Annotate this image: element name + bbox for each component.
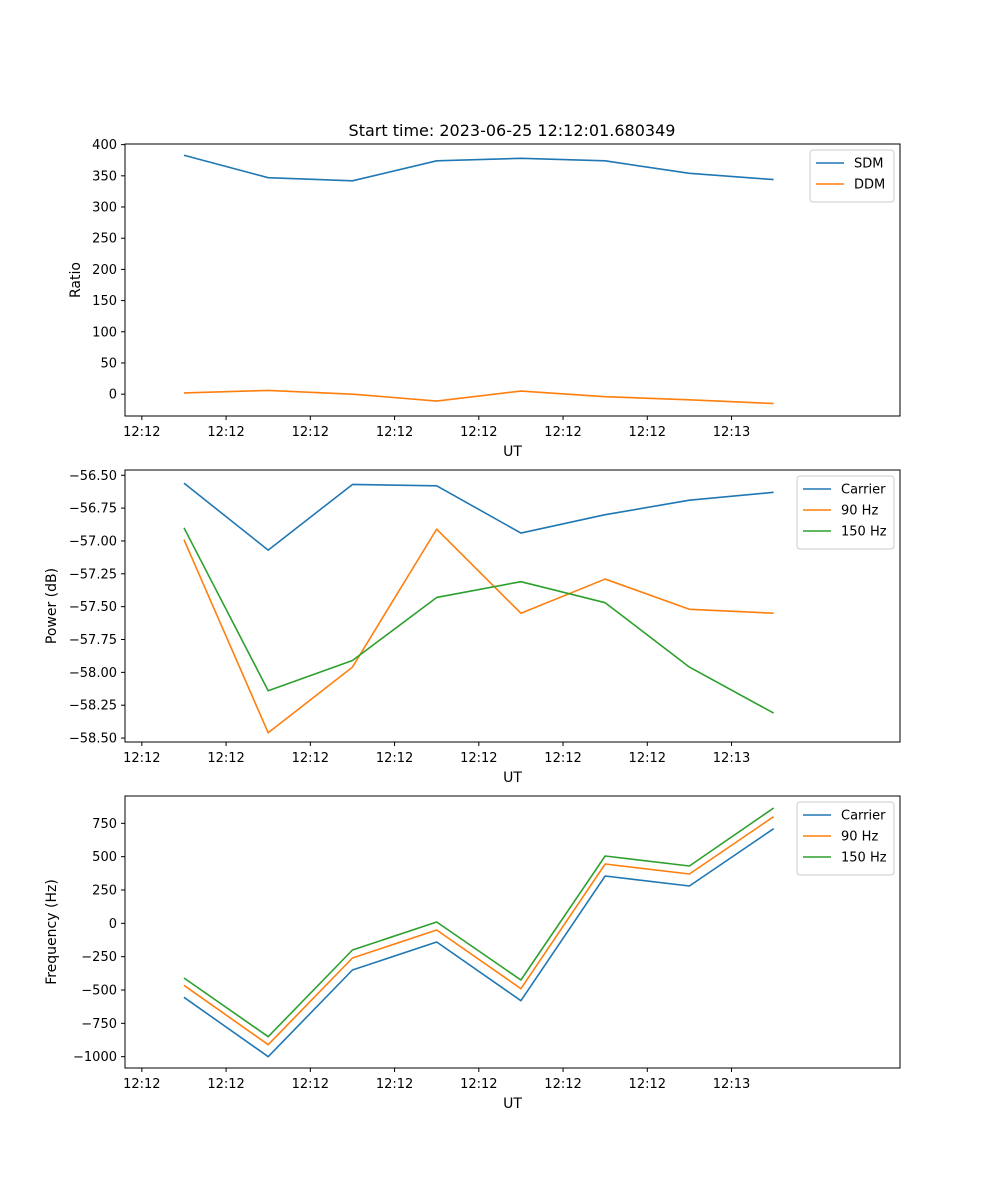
legend-label: Carrier [841, 809, 886, 824]
legend: Carrier 90 Hz 150 Hz [796, 801, 895, 876]
y-axis-label: Frequency (Hz) [44, 879, 60, 985]
legend-label: 150 Hz [841, 851, 887, 866]
y-tick-label: 500 [92, 850, 117, 865]
x-tick-label: 12:12 [376, 1077, 413, 1092]
x-tick-label: 12:12 [629, 425, 666, 440]
y-tick-label: −250 [81, 950, 117, 965]
y-tick-label: 200 [92, 263, 117, 278]
y-tick-label: −58.00 [69, 666, 117, 681]
y-axis-label: Ratio [68, 262, 84, 298]
x-tick-label: 12:12 [544, 425, 581, 440]
x-tick-label: 12:12 [629, 1077, 666, 1092]
y-tick-label: 50 [100, 356, 117, 371]
y-tick-label: −57.00 [69, 534, 117, 549]
x-tick-label: 12:12 [292, 1077, 329, 1092]
x-axis-label: UT [503, 770, 522, 786]
series-line-90-hz [183, 816, 775, 1046]
y-tick-label: 250 [92, 232, 117, 247]
x-tick-label: 12:13 [713, 751, 750, 766]
y-tick-label: 350 [92, 169, 117, 184]
plot-frame [124, 469, 901, 743]
series-line-sdm [183, 154, 774, 182]
x-tick-label: 12:12 [460, 1077, 497, 1092]
y-tick-label: −58.50 [69, 732, 117, 747]
x-axis-label: UT [503, 1096, 522, 1112]
y-tick-label: 0 [109, 917, 117, 932]
legend: SDM DDM [809, 149, 895, 203]
x-tick-label: 12:12 [292, 751, 329, 766]
y-axis-label: Power (dB) [44, 568, 60, 644]
y-tick-label: 0 [109, 388, 117, 403]
y-tick-label: −57.25 [69, 567, 117, 582]
series-line-ddm [183, 389, 774, 405]
y-tick-label: 750 [92, 817, 117, 832]
series-line-150-hz [183, 527, 775, 714]
subplot-3: 12:12 12:12 12:12 12:12 12:12 12:12 12:12 12:13… [44, 795, 901, 1112]
x-tick-label: 12:12 [460, 751, 497, 766]
subplot-1: 12:12 12:12 12:12 12:12 12:12 12:12 12:12 12:13… [68, 138, 901, 460]
y-tick-label: −57.50 [69, 600, 117, 615]
x-tick-label: 12:12 [460, 425, 497, 440]
series-line-150-hz [183, 807, 775, 1038]
series-line-90-hz [183, 528, 774, 734]
plot-frame [124, 795, 901, 1069]
x-tick-label: 12:12 [544, 1077, 581, 1092]
y-tick-label: 400 [92, 138, 117, 153]
x-tick-label: 12:12 [376, 751, 413, 766]
x-tick-label: 12:13 [713, 425, 750, 440]
x-tick-label: 12:12 [207, 425, 244, 440]
legend-label: Carrier [841, 483, 886, 498]
x-tick-label: 12:12 [544, 751, 581, 766]
plot-frame [124, 143, 901, 417]
legend-label: 150 Hz [841, 525, 887, 540]
y-tick-label: −1000 [73, 1050, 117, 1065]
series-line-carrier [183, 828, 775, 1058]
legend-label: DDM [854, 178, 885, 193]
legend: Carrier 90 Hz 150 Hz [796, 475, 895, 550]
x-tick-label: 12:12 [207, 1077, 244, 1092]
y-tick-label: −58.25 [69, 699, 117, 714]
legend-label: 90 Hz [841, 504, 878, 519]
y-tick-label: −56.50 [69, 469, 117, 484]
x-tick-label: 12:12 [123, 751, 160, 766]
x-axis-label: UT [503, 444, 522, 460]
x-tick-label: 12:12 [207, 751, 244, 766]
chart-title: Start time: 2023-06-25 12:12:01.680349 [349, 121, 676, 140]
series-line-carrier [183, 482, 774, 551]
legend-label: SDM [854, 157, 883, 172]
x-tick-label: 12:13 [713, 1077, 750, 1092]
y-tick-label: −500 [81, 984, 117, 999]
x-tick-label: 12:12 [292, 425, 329, 440]
x-tick-label: 12:12 [629, 751, 666, 766]
y-tick-label: 100 [92, 325, 117, 340]
x-tick-label: 12:12 [123, 425, 160, 440]
x-tick-label: 12:12 [376, 425, 413, 440]
subplot-2: 12:12 12:12 12:12 12:12 12:12 12:12 12:12 12:13… [44, 469, 901, 786]
legend-label: 90 Hz [841, 830, 878, 845]
y-tick-label: −56.75 [69, 502, 117, 517]
y-tick-label: 150 [92, 294, 117, 309]
y-tick-label: 300 [92, 201, 117, 216]
y-tick-label: −750 [81, 1017, 117, 1032]
y-tick-label: −57.75 [69, 633, 117, 648]
y-tick-label: 250 [92, 884, 117, 899]
x-tick-label: 12:12 [123, 1077, 160, 1092]
